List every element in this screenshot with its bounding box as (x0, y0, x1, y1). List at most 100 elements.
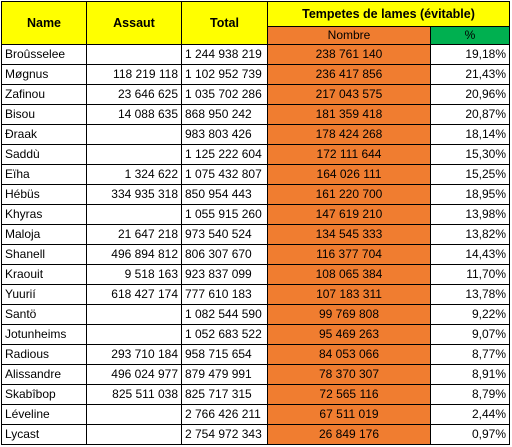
cell-assaut[interactable]: 496 894 812 (86, 244, 182, 265)
cell-pct[interactable]: 13,82% (429, 224, 511, 245)
cell-total[interactable]: 825 717 315 (181, 384, 268, 405)
cell-assaut[interactable] (86, 44, 182, 65)
cell-total[interactable]: 879 479 991 (181, 364, 268, 385)
cell-total[interactable]: 1 125 222 604 (181, 144, 268, 165)
cell-nombre[interactable]: 172 111 644 (267, 144, 431, 165)
cell-pct[interactable]: 11,70% (429, 264, 511, 285)
cell-total[interactable]: 1 244 938 219 (181, 44, 268, 65)
header-total[interactable]: Total (181, 1, 268, 45)
cell-pct[interactable]: 8,77% (429, 344, 511, 365)
cell-pct[interactable]: 8,79% (429, 384, 511, 405)
header-pct[interactable]: % (429, 26, 511, 45)
header-tempetes[interactable]: Tempetes de lames (évitable) (266, 1, 511, 27)
cell-name[interactable]: Eïha (1, 164, 87, 185)
cell-assaut[interactable]: 496 024 977 (86, 364, 182, 385)
cell-assaut[interactable]: 23 646 625 (86, 84, 182, 105)
cell-total[interactable]: 983 803 426 (181, 124, 268, 145)
cell-name[interactable]: Lycast (1, 424, 87, 445)
cell-pct[interactable]: 20,87% (429, 104, 511, 125)
cell-pct[interactable]: 15,30% (429, 144, 511, 165)
cell-name[interactable]: Møgnus (1, 64, 87, 85)
cell-total[interactable]: 1 052 683 522 (181, 324, 268, 345)
cell-nombre[interactable]: 178 424 268 (267, 124, 431, 145)
cell-pct[interactable]: 18,95% (429, 184, 511, 205)
header-name[interactable]: Name (1, 1, 87, 45)
cell-assaut[interactable]: 9 518 163 (86, 264, 182, 285)
cell-nombre[interactable]: 107 183 311 (267, 284, 431, 305)
cell-nombre[interactable]: 72 565 116 (267, 384, 431, 405)
cell-name[interactable]: Yuurií (1, 284, 87, 305)
cell-total[interactable]: 1 082 544 590 (181, 304, 268, 325)
cell-assaut[interactable] (86, 124, 182, 145)
cell-total[interactable]: 958 715 654 (181, 344, 268, 365)
cell-assaut[interactable]: 14 088 635 (86, 104, 182, 125)
cell-nombre[interactable]: 217 043 575 (267, 84, 431, 105)
cell-nombre[interactable]: 147 619 210 (267, 204, 431, 225)
cell-assaut[interactable]: 1 324 622 (86, 164, 182, 185)
cell-assaut[interactable]: 334 935 318 (86, 184, 182, 205)
cell-assaut[interactable]: 825 511 038 (86, 384, 182, 405)
cell-name[interactable]: Broûsselee (1, 44, 87, 65)
cell-nombre[interactable]: 78 370 307 (267, 364, 431, 385)
cell-name[interactable]: Ðraak (1, 124, 87, 145)
cell-total[interactable]: 777 610 183 (181, 284, 268, 305)
cell-name[interactable]: Léveline (1, 404, 87, 425)
cell-pct[interactable]: 20,96% (429, 84, 511, 105)
cell-total[interactable]: 868 950 242 (181, 104, 268, 125)
cell-name[interactable]: Skabîbop (1, 384, 87, 405)
cell-name[interactable]: Maloja (1, 224, 87, 245)
cell-nombre[interactable]: 236 417 856 (267, 64, 431, 85)
cell-name[interactable]: Shanell (1, 244, 87, 265)
cell-total[interactable]: 2 754 972 343 (181, 424, 268, 445)
cell-nombre[interactable]: 99 769 808 (267, 304, 431, 325)
cell-name[interactable]: Bisou (1, 104, 87, 125)
cell-total[interactable]: 850 954 443 (181, 184, 268, 205)
cell-nombre[interactable]: 67 511 019 (267, 404, 431, 425)
cell-name[interactable]: Radious (1, 344, 87, 365)
cell-pct[interactable]: 9,07% (429, 324, 511, 345)
cell-assaut[interactable] (86, 424, 182, 445)
cell-pct[interactable]: 8,91% (429, 364, 511, 385)
cell-assaut[interactable]: 293 710 184 (86, 344, 182, 365)
cell-assaut[interactable] (86, 404, 182, 425)
cell-total[interactable]: 806 307 670 (181, 244, 268, 265)
cell-name[interactable]: Jotunheims (1, 324, 87, 345)
cell-name[interactable]: Santö (1, 304, 87, 325)
cell-pct[interactable]: 14,43% (429, 244, 511, 265)
cell-pct[interactable]: 13,78% (429, 284, 511, 305)
cell-nombre[interactable]: 161 220 700 (267, 184, 431, 205)
cell-nombre[interactable]: 164 026 111 (267, 164, 431, 185)
cell-pct[interactable]: 21,43% (429, 64, 511, 85)
cell-name[interactable]: Zafinou (1, 84, 87, 105)
cell-total[interactable]: 923 837 099 (181, 264, 268, 285)
cell-total[interactable]: 1 075 432 807 (181, 164, 268, 185)
cell-total[interactable]: 1 055 915 260 (181, 204, 268, 225)
cell-name[interactable]: Hébüs (1, 184, 87, 205)
cell-nombre[interactable]: 181 359 418 (267, 104, 431, 125)
cell-name[interactable]: Alissandre (1, 364, 87, 385)
cell-pct[interactable]: 18,14% (429, 124, 511, 145)
header-assaut[interactable]: Assaut (86, 1, 182, 45)
cell-nombre[interactable]: 134 545 333 (267, 224, 431, 245)
cell-pct[interactable]: 2,44% (429, 404, 511, 425)
cell-name[interactable]: Kraouit (1, 264, 87, 285)
cell-pct[interactable]: 15,25% (429, 164, 511, 185)
cell-pct[interactable]: 0,97% (429, 424, 511, 445)
cell-assaut[interactable] (86, 304, 182, 325)
cell-nombre[interactable]: 108 065 384 (267, 264, 431, 285)
cell-assaut[interactable]: 618 427 174 (86, 284, 182, 305)
cell-nombre[interactable]: 95 469 263 (267, 324, 431, 345)
cell-assaut[interactable] (86, 324, 182, 345)
cell-assaut[interactable] (86, 144, 182, 165)
cell-pct[interactable]: 19,18% (429, 44, 511, 65)
cell-nombre[interactable]: 26 849 176 (267, 424, 431, 445)
cell-name[interactable]: Khyras (1, 204, 87, 225)
cell-total[interactable]: 1 035 702 286 (181, 84, 268, 105)
cell-nombre[interactable]: 116 377 704 (267, 244, 431, 265)
cell-pct[interactable]: 13,98% (429, 204, 511, 225)
cell-assaut[interactable] (86, 204, 182, 225)
cell-total[interactable]: 2 766 426 211 (181, 404, 268, 425)
cell-assaut[interactable]: 21 647 218 (86, 224, 182, 245)
cell-total[interactable]: 973 540 524 (181, 224, 268, 245)
cell-pct[interactable]: 9,22% (429, 304, 511, 325)
